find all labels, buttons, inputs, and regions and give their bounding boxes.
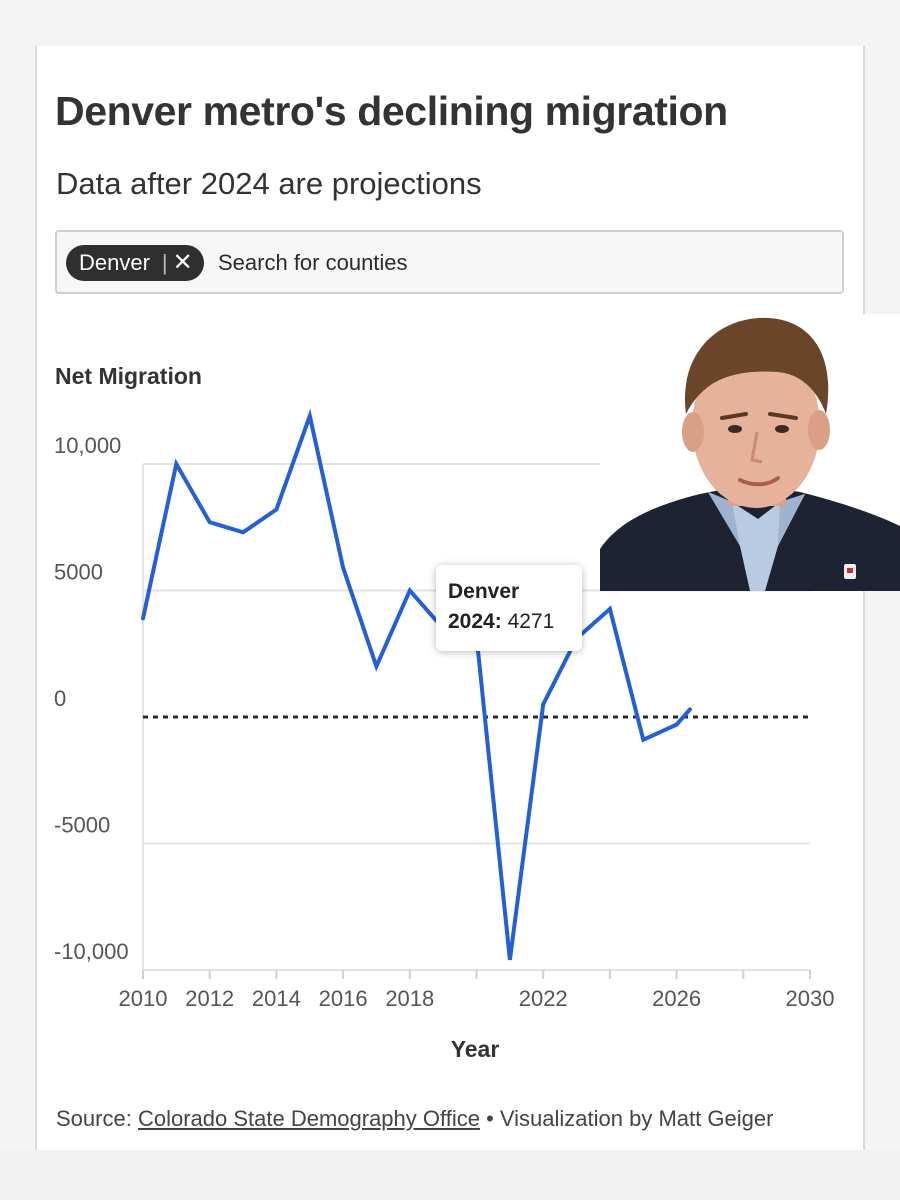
chip-label: Denver xyxy=(79,250,150,275)
tooltip-series: Denver xyxy=(448,580,520,603)
close-icon[interactable]: ✕ xyxy=(172,249,193,276)
source-note: Source: Colorado State Demography Office… xyxy=(56,1106,773,1132)
page-footer-band xyxy=(0,1150,900,1200)
y-axis-title: Net Migration xyxy=(55,363,202,389)
x-tick-label: 2014 xyxy=(252,986,301,1011)
chip-separator: | xyxy=(161,250,168,275)
x-tick-label: 2012 xyxy=(185,986,234,1011)
x-tick-label: 2016 xyxy=(319,986,368,1011)
person-photo xyxy=(600,314,900,591)
search-input[interactable]: Search for counties xyxy=(218,250,408,275)
source-link[interactable]: Colorado State Demography Office xyxy=(137,1106,480,1131)
y-tick-label: 0 xyxy=(54,686,66,711)
series-line-denver xyxy=(141,408,692,961)
chart-tooltip: Denver 2024: 4271 xyxy=(436,565,582,651)
source-prefix: Source: xyxy=(56,1106,132,1131)
y-tick-label: -10,000 xyxy=(54,939,129,964)
tooltip-year: 2024: xyxy=(448,610,502,633)
x-tick-label: 2018 xyxy=(385,986,434,1011)
chart-subtitle: Data after 2024 are projections xyxy=(56,166,482,201)
x-tick-label: 2010 xyxy=(119,986,168,1011)
y-tick-label: 5000 xyxy=(54,560,103,585)
tooltip-value: 4271 xyxy=(507,610,555,633)
x-tick-label: 2026 xyxy=(652,986,701,1011)
x-axis-title: Year xyxy=(451,1036,500,1062)
county-search-box[interactable]: Denver | ✕ Search for counties xyxy=(55,230,844,294)
y-tick-label: -5000 xyxy=(54,813,110,838)
x-tick-label: 2022 xyxy=(519,986,568,1011)
source-suffix: • Visualization by Matt Geiger xyxy=(486,1106,774,1131)
y-tick-label: 10,000 xyxy=(54,433,121,458)
chart-title: Denver metro's declining migration xyxy=(55,88,728,134)
x-tick-label: 2030 xyxy=(786,986,835,1011)
selected-county-chip[interactable]: Denver | ✕ xyxy=(66,245,204,281)
